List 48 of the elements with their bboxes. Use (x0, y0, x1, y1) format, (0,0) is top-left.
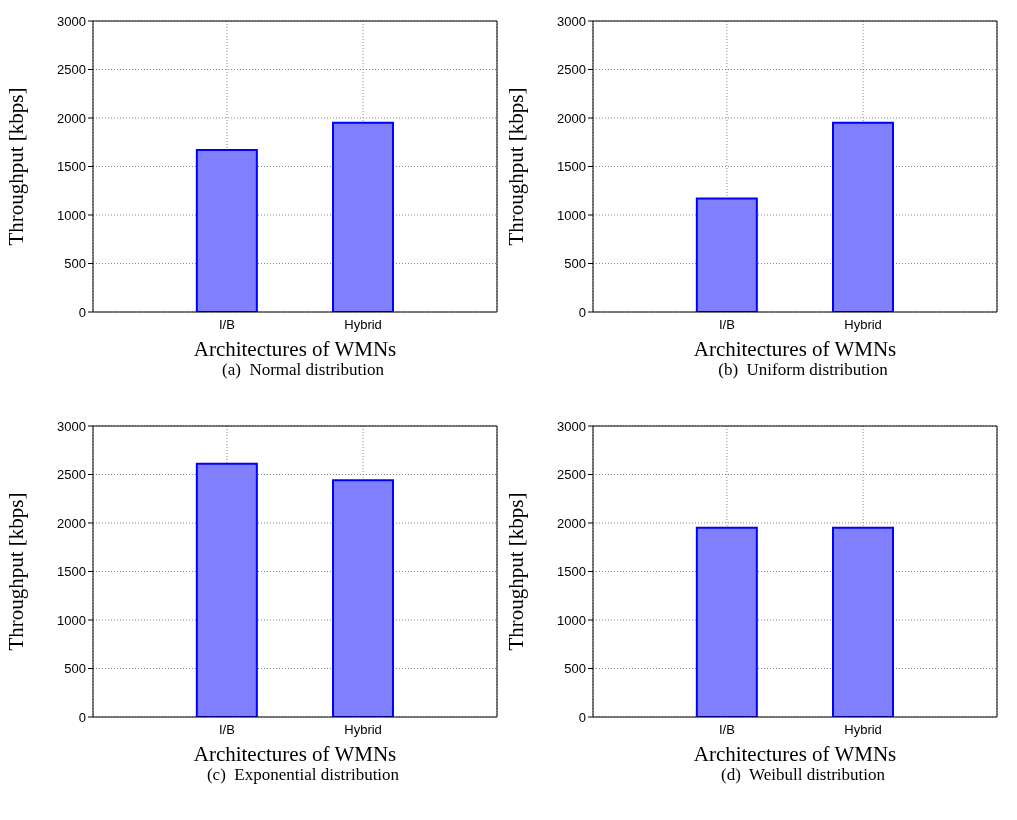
y-tick-label: 500 (64, 256, 86, 272)
x-tick-label: I/B (718, 317, 735, 333)
y-tick-label: 2000 (557, 110, 586, 126)
y-tick-label: 1500 (557, 564, 586, 580)
x-tick-label: I/B (218, 317, 235, 333)
x-axis-title: Architectures of WMNs (693, 742, 897, 766)
y-tick-label: 2000 (57, 515, 86, 531)
text: (b) Uniform distribution (717, 360, 889, 380)
y-tick-label: 2000 (57, 110, 86, 126)
y-tick-label: 500 (564, 256, 586, 272)
x-tick-label: Hybrid (344, 317, 382, 333)
y-tick-label: 1000 (57, 612, 86, 628)
y-tick-label: 0 (578, 304, 586, 320)
y-tick-label: 0 (578, 709, 586, 725)
y-tick-label: 2500 (557, 467, 586, 483)
y-tick-label: 1500 (557, 159, 586, 175)
y-tick-label: 3000 (57, 418, 86, 434)
y-tick-label: 3000 (557, 418, 586, 434)
x-tick-label: Hybrid (344, 722, 382, 738)
y-axis-title: Throughput [kbps] (504, 492, 529, 651)
x-tick-label: Hybrid (844, 722, 882, 738)
y-tick-label: 3000 (557, 13, 586, 29)
y-tick-label: 1000 (557, 207, 586, 223)
x-tick-label: I/B (718, 722, 735, 738)
y-tick-label: 1500 (57, 564, 86, 580)
x-axis-title: Architectures of WMNs (693, 337, 897, 361)
text: (a) Normal distribution (221, 360, 385, 380)
y-tick-label: 2500 (557, 62, 586, 78)
y-tick-label: 1000 (57, 207, 86, 223)
x-tick-label: Hybrid (844, 317, 882, 333)
y-tick-label: 500 (564, 661, 586, 677)
y-axis-title: Throughput [kbps] (4, 87, 29, 246)
y-tick-label: 500 (64, 661, 86, 677)
text: (c) Exponential distribution (205, 765, 401, 785)
y-tick-label: 2500 (57, 467, 86, 483)
y-tick-label: 0 (78, 709, 86, 725)
y-tick-label: 3000 (57, 13, 86, 29)
y-tick-label: 0 (78, 304, 86, 320)
x-axis-title: Architectures of WMNs (193, 742, 397, 766)
y-axis-title: Throughput [kbps] (504, 87, 529, 246)
y-tick-label: 2000 (557, 515, 586, 531)
text: (d) Weibull distribution (719, 765, 887, 785)
x-tick-label: I/B (218, 722, 235, 738)
x-axis-title: Architectures of WMNs (193, 337, 397, 361)
y-axis-title: Throughput [kbps] (4, 492, 29, 651)
y-tick-label: 1500 (57, 159, 86, 175)
y-tick-label: 2500 (57, 62, 86, 78)
y-tick-label: 1000 (557, 612, 586, 628)
